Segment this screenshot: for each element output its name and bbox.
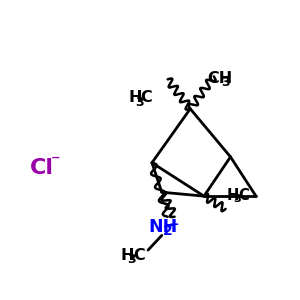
Text: C: C bbox=[238, 188, 249, 202]
Text: 2: 2 bbox=[163, 224, 173, 238]
Text: H: H bbox=[226, 188, 239, 202]
Text: 3: 3 bbox=[221, 76, 230, 89]
Text: H: H bbox=[121, 248, 134, 262]
Text: NH: NH bbox=[148, 218, 177, 236]
Text: H: H bbox=[128, 91, 142, 106]
Text: Cl: Cl bbox=[30, 158, 54, 178]
Text: 3: 3 bbox=[135, 96, 144, 109]
Text: +: + bbox=[169, 218, 179, 231]
Text: C: C bbox=[141, 91, 152, 106]
Text: ⁻: ⁻ bbox=[50, 153, 60, 171]
Text: CH: CH bbox=[207, 71, 232, 86]
Text: 3: 3 bbox=[128, 253, 136, 266]
Text: 3: 3 bbox=[233, 194, 241, 204]
Text: C: C bbox=[133, 248, 145, 262]
